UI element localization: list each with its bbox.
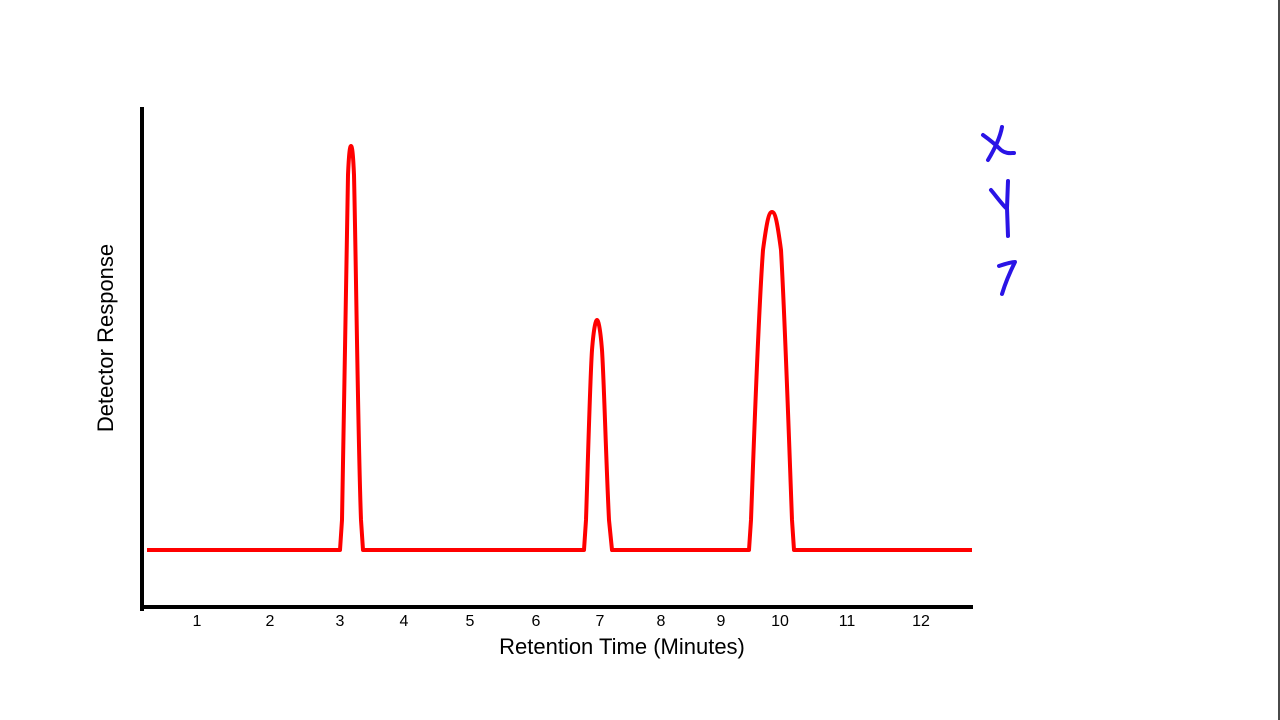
x-tick-label: 7 <box>595 613 605 630</box>
y-axis-label: Detector Response <box>93 243 118 433</box>
x-tick-label: 3 <box>335 613 345 630</box>
window-edge-divider <box>1278 0 1280 720</box>
chromatogram-trace <box>147 144 972 552</box>
handwritten-y <box>989 179 1010 238</box>
x-axis-label: Retention Time (Minutes) <box>499 634 745 659</box>
x-tick-label: 5 <box>465 613 475 630</box>
handwritten-x <box>981 125 1016 162</box>
x-tick-label: 11 <box>838 613 856 630</box>
handwritten-z <box>997 260 1017 296</box>
x-tick-label: 9 <box>716 613 726 630</box>
x-tick-label: 10 <box>771 613 789 630</box>
x-tick-label: 4 <box>399 613 409 630</box>
x-tick-label: 2 <box>265 613 275 630</box>
x-tick-label: 12 <box>912 613 930 630</box>
x-tick-label: 1 <box>192 613 202 630</box>
x-tick-label: 8 <box>656 613 666 630</box>
handwritten-labels <box>981 125 1017 296</box>
x-tick-label: 6 <box>531 613 541 630</box>
